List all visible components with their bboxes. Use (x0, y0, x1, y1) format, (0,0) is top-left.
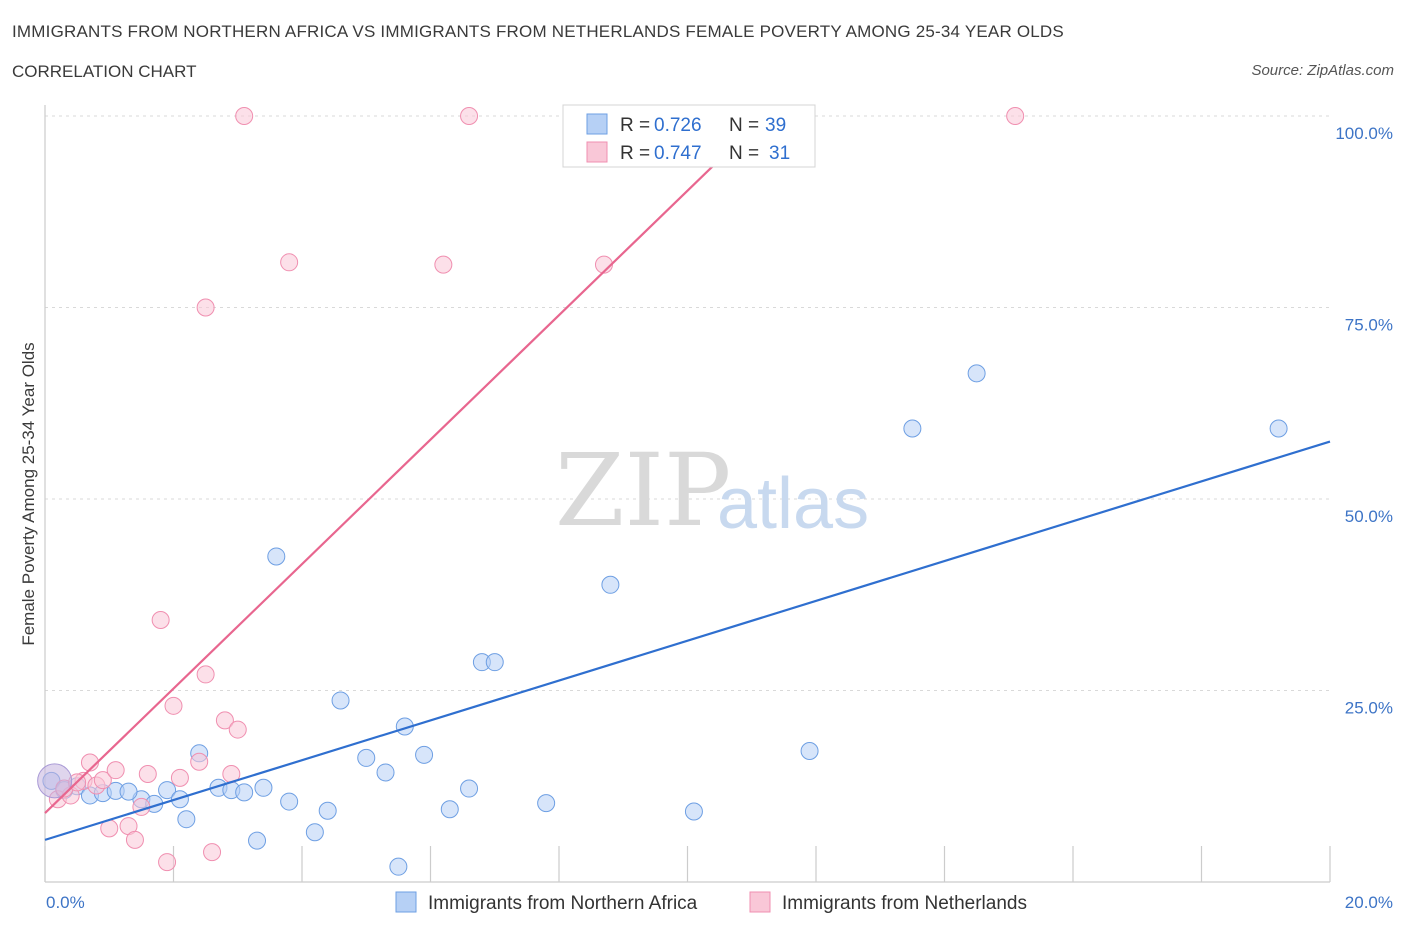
point-northern-africa (280, 792, 299, 811)
trend-lines (44, 115, 1331, 841)
x-ticks (44, 846, 1331, 882)
chart-source: Source: ZipAtlas.com (1251, 62, 1394, 79)
y-axis-label: Female Poverty Among 25-34 Year Olds (19, 342, 38, 645)
point-netherlands (106, 761, 125, 780)
watermark-atlas: atlas (717, 464, 869, 544)
series-legend[interactable]: Immigrants from Northern Africa Immigran… (395, 891, 1027, 914)
point-northern-africa (684, 802, 703, 821)
point-northern-africa (415, 745, 434, 764)
trend-line-netherlands (44, 115, 766, 814)
point-northern-africa (967, 364, 986, 383)
point-netherlands (190, 752, 209, 771)
y-tick-label: 100.0% (1335, 124, 1393, 143)
x-tick-labels: 0.0% 20.0% (46, 893, 1393, 912)
legend-r-label-pink: R = (620, 143, 650, 164)
point-cluster-origin (37, 763, 73, 799)
point-netherlands (434, 255, 453, 274)
point-northern-africa (267, 547, 286, 566)
point-northern-africa (389, 857, 408, 876)
point-northern-africa (903, 419, 922, 438)
point-northern-africa (440, 800, 459, 819)
point-northern-africa (1269, 419, 1288, 438)
point-netherlands (1006, 107, 1025, 125)
point-northern-africa (376, 763, 395, 782)
point-northern-africa (537, 794, 556, 813)
point-northern-africa (158, 781, 177, 800)
series-legend-label-northern-africa: Immigrants from Northern Africa (428, 893, 698, 914)
point-northern-africa (305, 823, 324, 842)
y-tick-label: 75.0% (1345, 316, 1393, 335)
stats-legend[interactable]: R = 0.726 N = 39 R = 0.747 N = 31 (562, 104, 816, 168)
series-legend-swatch-netherlands (749, 891, 771, 913)
watermark-zip: ZIP (555, 432, 731, 549)
point-northern-africa (235, 783, 254, 802)
point-northern-africa (800, 742, 819, 761)
legend-swatch-pink (586, 141, 608, 163)
point-netherlands (125, 830, 144, 849)
watermark: ZIP atlas (555, 432, 869, 549)
point-netherlands (196, 665, 215, 684)
legend-swatch-blue (586, 113, 608, 135)
series-legend-label-netherlands: Immigrants from Netherlands (782, 893, 1027, 914)
point-netherlands (203, 843, 222, 862)
point-netherlands (164, 696, 183, 715)
point-netherlands (215, 711, 234, 730)
point-netherlands (228, 720, 247, 739)
point-netherlands (280, 253, 299, 272)
chart-title: IMMIGRANTS FROM NORTHERN AFRICA VS IMMIG… (12, 22, 1064, 41)
point-netherlands (158, 853, 177, 872)
legend-r-label-blue: R = (620, 115, 650, 136)
series-legend-swatch-northern-africa (395, 891, 417, 913)
point-northern-africa (119, 782, 138, 801)
point-northern-africa (254, 778, 273, 797)
legend-r-value-blue: 0.726 (654, 115, 702, 136)
point-northern-africa (170, 790, 189, 809)
y-tick-labels: 100.0% 75.0% 50.0% 25.0% (1335, 124, 1393, 718)
chart-subtitle: CORRELATION CHART (12, 62, 197, 81)
trend-line-northern-africa (44, 440, 1331, 841)
point-netherlands (93, 771, 112, 790)
point-northern-africa (331, 691, 350, 710)
point-northern-africa (601, 575, 620, 594)
legend-n-value-blue: 39 (765, 115, 786, 136)
y-tick-label: 50.0% (1345, 507, 1393, 526)
data-points (37, 107, 1288, 876)
point-northern-africa (485, 653, 504, 672)
point-netherlands (235, 107, 254, 125)
legend-n-label-blue: N = (729, 115, 759, 136)
point-netherlands (460, 107, 479, 125)
point-netherlands (196, 298, 215, 317)
legend-n-label-pink: N = (729, 143, 759, 164)
point-netherlands (170, 768, 189, 787)
y-tick-label: 25.0% (1345, 699, 1393, 718)
point-northern-africa (357, 748, 376, 767)
point-northern-africa (460, 779, 479, 798)
point-northern-africa (318, 801, 337, 820)
legend-n-value-pink: 31 (769, 143, 790, 164)
point-northern-africa (177, 810, 196, 829)
x-tick-label-max: 20.0% (1345, 893, 1393, 912)
legend-r-value-pink: 0.747 (654, 143, 702, 164)
point-northern-africa (248, 831, 267, 850)
x-tick-label-min: 0.0% (46, 893, 85, 912)
gridlines (45, 115, 1330, 691)
point-netherlands (151, 611, 170, 630)
point-netherlands (138, 764, 157, 783)
